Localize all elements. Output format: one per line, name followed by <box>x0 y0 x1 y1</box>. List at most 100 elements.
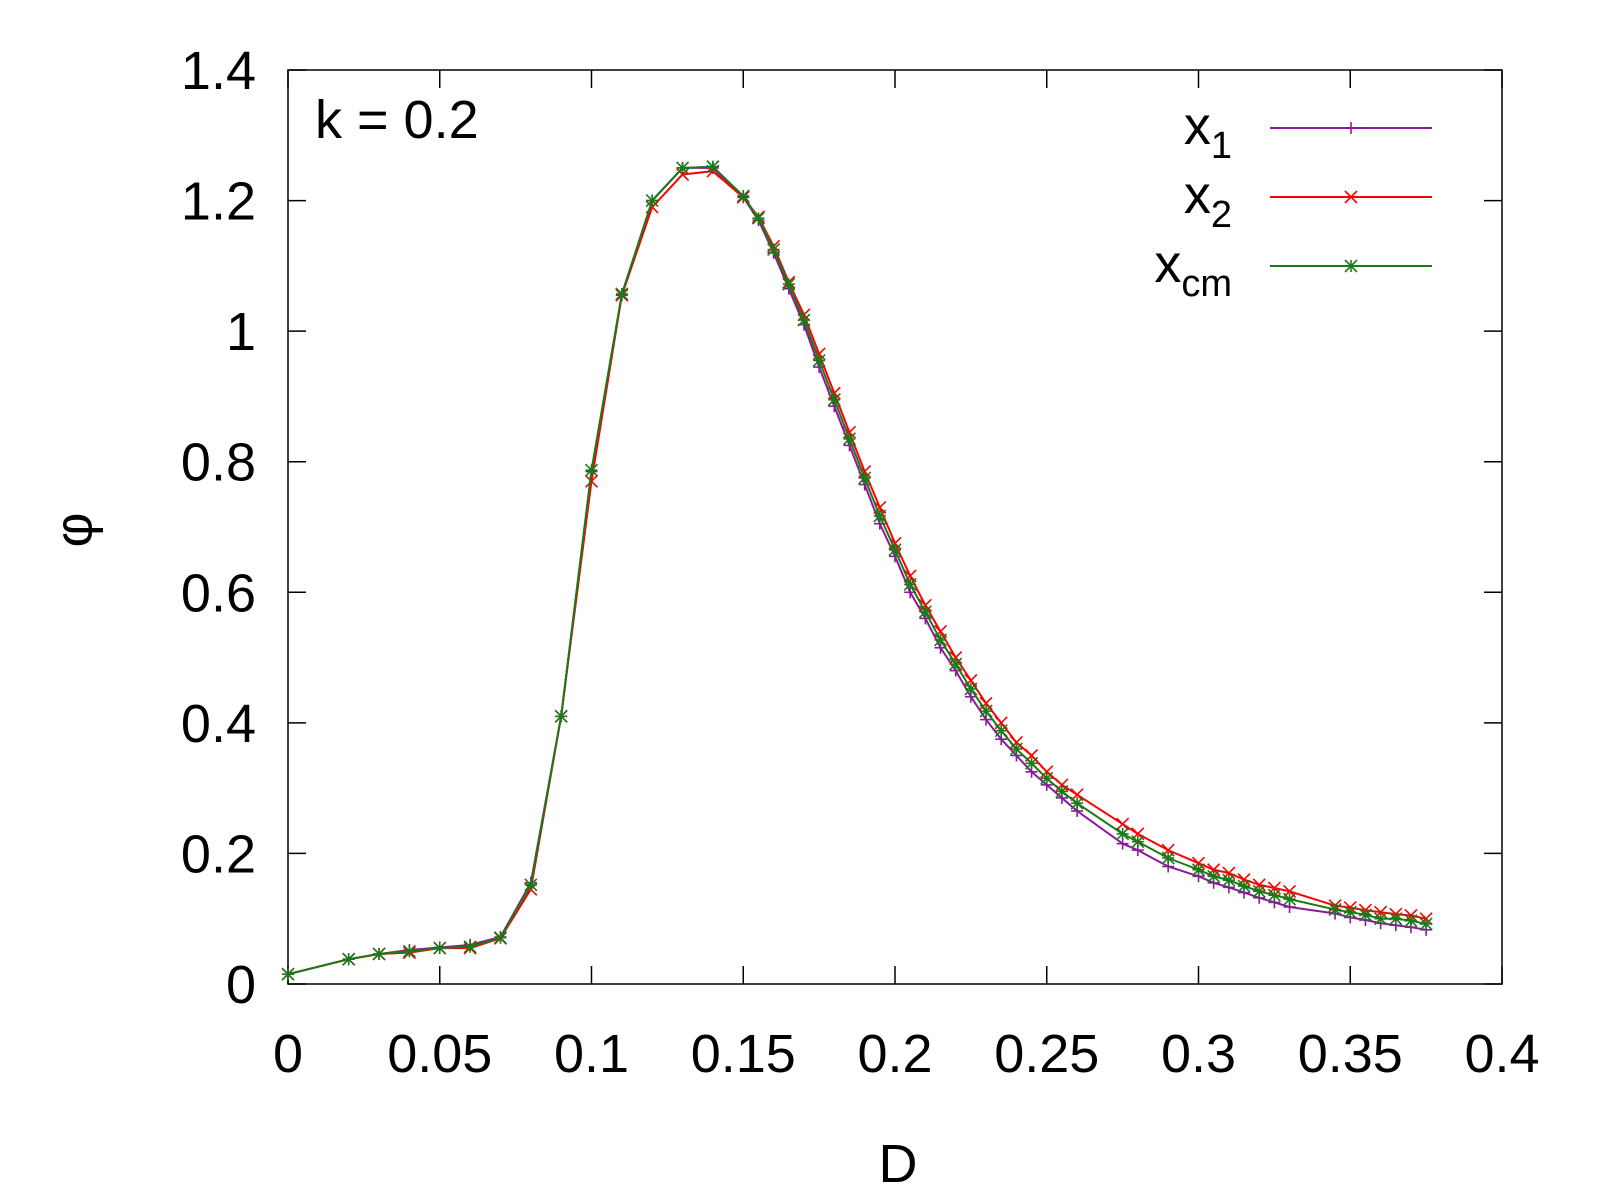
legend-item-x2: x2 <box>1184 165 1432 236</box>
data-point-xcm <box>1161 851 1175 865</box>
data-point-x2 <box>675 167 690 182</box>
data-point-xcm <box>949 657 963 671</box>
data-point-xcm <box>493 931 508 945</box>
data-point-xcm <box>342 952 356 966</box>
data-point-xcm <box>1237 879 1251 893</box>
data-point-x2 <box>1252 878 1266 892</box>
data-point-x2 <box>584 474 599 488</box>
data-point-xcm <box>645 194 659 208</box>
data-point-xcm <box>372 947 386 961</box>
legend-label: x1 <box>1184 96 1232 167</box>
data-point-xcm <box>1343 905 1357 919</box>
data-point-xcm <box>584 463 599 477</box>
legend-label-sub: 1 <box>1211 125 1232 167</box>
data-point-xcm <box>1282 892 1297 906</box>
data-point-xcm <box>812 353 826 368</box>
legend-item-x1: x1 <box>1184 96 1432 167</box>
x-tick-label: 0.05 <box>387 1024 492 1084</box>
data-point-xcm <box>1025 756 1039 770</box>
data-point-xcm <box>1070 796 1084 810</box>
data-point-x2 <box>949 651 963 665</box>
legend-label: x2 <box>1184 165 1232 236</box>
data-point-xcm <box>1009 742 1023 756</box>
y-tick-label: 1.4 <box>181 41 256 101</box>
x-tick-label: 0.1 <box>554 1024 629 1084</box>
data-point-xcm <box>615 287 629 301</box>
series-xcm <box>281 160 1433 981</box>
y-tick-label: 0.2 <box>181 824 256 884</box>
annotation-text: k = 0.2 <box>315 90 479 150</box>
data-point-xcm <box>554 709 568 723</box>
y-tick-label: 0.4 <box>181 694 256 754</box>
data-point-xcm <box>1207 869 1221 883</box>
axis-ticks: 0 0.05 0.1 0.15 0.2 0.25 0.3 0.35 0.4 0 0.2 0.4 0.6 0… <box>181 41 1540 1084</box>
data-point-xcm <box>918 605 932 619</box>
data-point-xcm <box>933 633 948 647</box>
legend-marker-x2 <box>1344 190 1358 204</box>
x-tick-label: 0.15 <box>691 1024 796 1084</box>
data-point-xcm <box>1191 863 1206 877</box>
series-layer <box>281 160 1433 981</box>
data-point-xcm <box>1374 912 1388 926</box>
y-tick-label: 1 <box>226 302 256 362</box>
data-point-x2 <box>1116 817 1130 831</box>
series-x1 <box>282 161 1433 981</box>
data-point-xcm <box>433 941 447 955</box>
data-point-xcm <box>797 313 811 327</box>
x-tick-label: 0.2 <box>857 1024 932 1084</box>
legend-label: xcm <box>1154 234 1232 305</box>
legend-label-base: x <box>1184 165 1211 225</box>
data-point-xcm <box>751 211 765 225</box>
series-line-xcm <box>287 165 1427 976</box>
data-point-xcm <box>1404 914 1418 928</box>
legend-label-sub: 2 <box>1211 194 1232 236</box>
data-point-xcm <box>402 944 416 958</box>
data-point-xcm <box>1358 908 1372 922</box>
data-point-xcm <box>979 704 993 718</box>
data-point-xcm <box>1328 903 1342 917</box>
data-point-xcm <box>281 967 295 981</box>
data-point-xcm <box>903 577 917 592</box>
data-point-x2 <box>1374 905 1388 919</box>
y-tick-label: 1.2 <box>181 172 256 232</box>
x-tick-label: 0.4 <box>1464 1024 1539 1084</box>
y-axis-label: φ <box>44 512 104 547</box>
legend-marker-xcm <box>1344 259 1358 273</box>
data-point-xcm <box>736 189 750 203</box>
data-point-xcm <box>782 277 796 291</box>
legend-label-base: x <box>1154 234 1181 294</box>
y-tick-label: 0 <box>226 955 256 1015</box>
data-point-xcm <box>1252 884 1266 898</box>
data-point-xcm <box>706 160 720 174</box>
series-line-x2 <box>287 170 1427 976</box>
data-point-xcm <box>1222 873 1236 887</box>
data-point-xcm <box>1419 917 1433 931</box>
data-point-xcm <box>1040 771 1054 785</box>
x-tick-label: 0 <box>273 1024 303 1084</box>
data-point-xcm <box>873 509 887 523</box>
data-point-xcm <box>463 940 477 954</box>
data-point-x2 <box>1040 765 1054 779</box>
series-line-x1 <box>287 166 1427 976</box>
legend-label-sub: cm <box>1181 263 1232 305</box>
data-point-xcm <box>842 432 857 446</box>
data-point-xcm <box>1116 827 1130 841</box>
legend-label-base: x <box>1184 96 1211 156</box>
x-axis-label: D <box>879 1134 918 1194</box>
data-point-xcm <box>1389 912 1403 926</box>
x-tick-label: 0.3 <box>1161 1024 1236 1084</box>
legend-marker-x1 <box>1345 122 1357 134</box>
y-tick-label: 0.6 <box>181 563 256 623</box>
x-tick-label: 0.35 <box>1298 1024 1403 1084</box>
data-point-xcm <box>524 878 538 892</box>
data-point-xcm <box>1131 835 1145 849</box>
legend-item-xcm: xcm <box>1154 234 1432 305</box>
data-point-xcm <box>767 242 781 257</box>
series-x2 <box>281 164 1433 981</box>
data-point-xcm <box>675 161 690 175</box>
data-point-x2 <box>918 598 932 612</box>
data-point-xcm <box>888 543 902 557</box>
data-point-xcm <box>964 682 978 696</box>
data-point-xcm <box>1267 888 1281 902</box>
